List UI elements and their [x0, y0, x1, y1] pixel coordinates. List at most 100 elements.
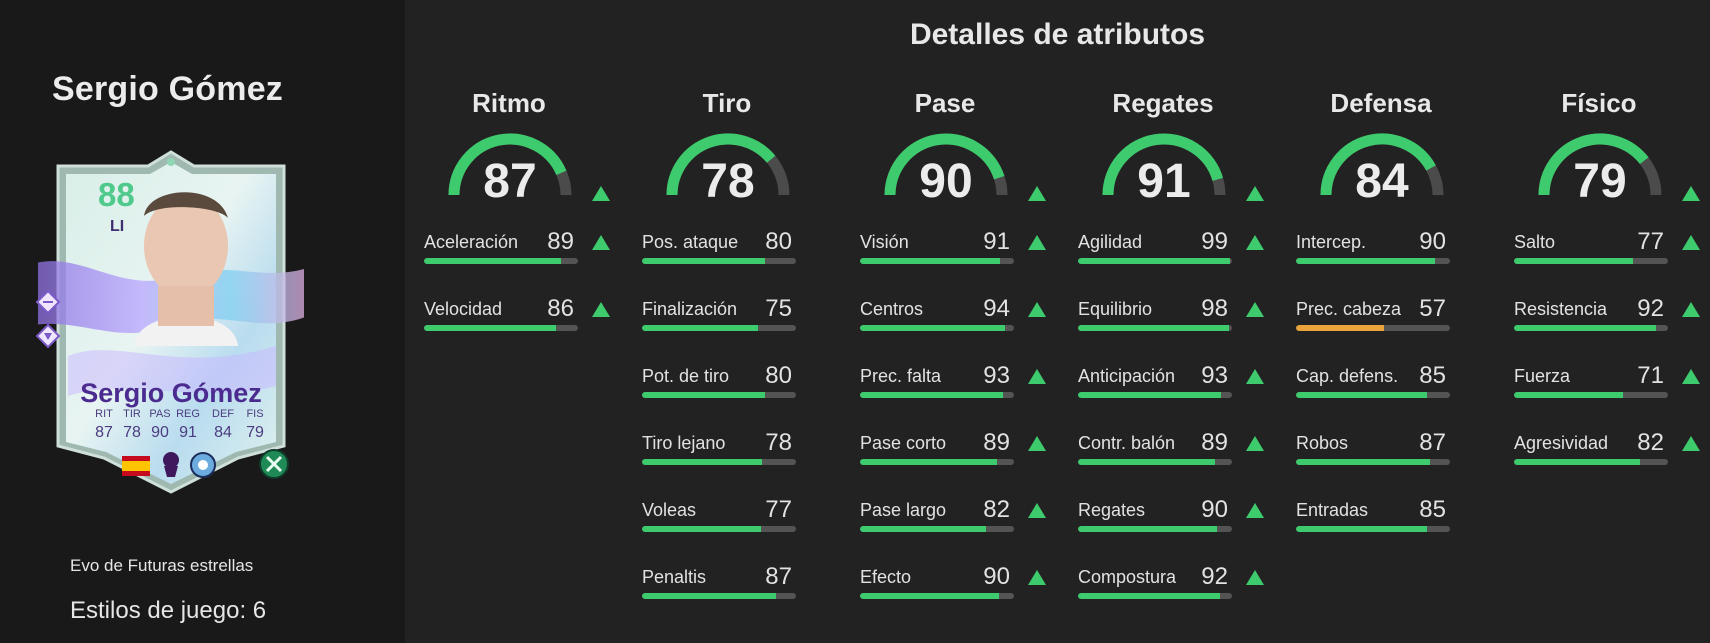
- up-arrow-icon: [592, 302, 610, 317]
- attribute-bar-track: [642, 258, 796, 264]
- gauge-fill: [1102, 133, 1224, 196]
- upgrade-arrow-icon: [1028, 503, 1046, 518]
- category-rating: 91: [1137, 155, 1191, 208]
- attribute-row[interactable]: Salto 77: [1514, 228, 1710, 272]
- gauge-fill: [448, 133, 567, 196]
- attribute-bar-track: [1078, 258, 1232, 264]
- attribute-value: 93: [983, 362, 1010, 389]
- category-rating: 78: [701, 155, 755, 208]
- attribute-row[interactable]: Compostura 92: [1078, 563, 1274, 607]
- attribute-value: 77: [765, 496, 792, 523]
- upgrade-arrow-icon: [1246, 436, 1264, 451]
- attribute-row[interactable]: Pase largo 82: [860, 496, 1056, 540]
- attribute-value: 91: [983, 228, 1010, 255]
- attribute-row[interactable]: Finalización 75: [642, 295, 838, 339]
- card-player-name: Sergio Gómez: [80, 378, 262, 408]
- up-arrow-icon: [1028, 186, 1046, 201]
- upgrade-arrow-icon: [1246, 570, 1264, 585]
- attribute-bar-track: [1514, 325, 1668, 331]
- attribute-value: 94: [983, 295, 1010, 322]
- attribute-bar-track: [860, 392, 1014, 398]
- attribute-value: 90: [1419, 228, 1446, 255]
- attribute-label: Visión: [860, 232, 909, 252]
- attribute-bar-fill: [1078, 258, 1231, 264]
- card-stat-value: 79: [246, 424, 264, 441]
- attribute-row[interactable]: Tiro lejano 78: [642, 429, 838, 473]
- attribute-bar-fill: [1296, 258, 1435, 264]
- card-stat-label: RIT: [95, 408, 113, 420]
- attribute-row[interactable]: Efecto 90: [860, 563, 1056, 607]
- attribute-label: Pos. ataque: [642, 232, 739, 252]
- player-card[interactable]: 88 LI Sergio Gómez RIT TIR PAS REG DEF F…: [35, 146, 304, 496]
- gauge-fill: [1538, 133, 1649, 196]
- up-arrow-icon: [1028, 503, 1046, 518]
- attribute-row[interactable]: Anticipación 93: [1078, 362, 1274, 406]
- attribute-label: Compostura: [1078, 567, 1177, 587]
- attribute-row[interactable]: Pase corto 89: [860, 429, 1056, 473]
- attribute-row[interactable]: Entradas 85: [1296, 496, 1492, 540]
- attribute-bar-track: [1078, 593, 1232, 599]
- attribute-bar-fill: [860, 526, 987, 532]
- attribute-bar-track: [1296, 258, 1450, 264]
- attribute-row[interactable]: Velocidad 86: [424, 295, 620, 339]
- attribute-row[interactable]: Intercep. 90: [1296, 228, 1492, 272]
- attribute-row[interactable]: Voleas 77: [642, 496, 838, 540]
- card-frame: [38, 150, 304, 494]
- attribute-row[interactable]: Equilibrio 98: [1078, 295, 1274, 339]
- attribute-row[interactable]: Prec. cabeza 57: [1296, 295, 1492, 339]
- playstyles-label[interactable]: Estilos de juego: 6: [70, 597, 267, 624]
- attribute-bar-track: [860, 593, 1014, 599]
- attribute-row[interactable]: Penaltis 87: [642, 563, 838, 607]
- attribute-bar-track: [1514, 459, 1668, 465]
- attribute-bar-track: [860, 459, 1014, 465]
- attribute-value: 93: [1201, 362, 1228, 389]
- attribute-value: 77: [1637, 228, 1664, 255]
- upgrade-arrow-icon: [1246, 235, 1264, 250]
- attribute-bar-track: [642, 459, 796, 465]
- attribute-row[interactable]: Centros 94: [860, 295, 1056, 339]
- attribute-value: 82: [1637, 429, 1664, 456]
- upgrade-arrow-icon: [592, 186, 610, 201]
- attribute-value: 87: [1419, 429, 1446, 456]
- attribute-row[interactable]: Robos 87: [1296, 429, 1492, 473]
- attribute-label: Regates: [1078, 500, 1146, 520]
- attribute-label: Fuerza: [1514, 366, 1571, 386]
- attribute-label: Aceleración: [424, 232, 519, 252]
- attribute-bar-fill: [860, 392, 1004, 398]
- attribute-row[interactable]: Agresividad 82: [1514, 429, 1710, 473]
- attribute-row[interactable]: Fuerza 71: [1514, 362, 1710, 406]
- attribute-value: 71: [1637, 362, 1664, 389]
- upgrade-arrow-icon: [1682, 302, 1700, 317]
- attribute-bar-track: [1514, 258, 1668, 264]
- attribute-bar-track: [642, 593, 796, 599]
- manchester-city-crest-icon: [190, 452, 216, 478]
- attribute-row[interactable]: Prec. falta 93: [860, 362, 1056, 406]
- player-name: Sergio Gómez: [52, 70, 284, 108]
- attribute-row[interactable]: Regates 90: [1078, 496, 1274, 540]
- upgrade-arrow-icon: [1028, 302, 1046, 317]
- attribute-bar-fill: [1078, 526, 1217, 532]
- attribute-row[interactable]: Resistencia 92: [1514, 295, 1710, 339]
- up-arrow-icon: [1246, 369, 1264, 384]
- attribute-row[interactable]: Pot. de tiro 80: [642, 362, 838, 406]
- card-stat-value: 84: [214, 424, 232, 441]
- attribute-bar-track: [1078, 392, 1232, 398]
- attribute-row[interactable]: Contr. balón 89: [1078, 429, 1274, 473]
- category-gauge: [1320, 133, 1444, 196]
- category-gauge: [1102, 133, 1226, 196]
- attribute-label: Centros: [860, 299, 924, 319]
- card-stat-label: DEF: [212, 408, 234, 420]
- attribute-label: Velocidad: [424, 299, 503, 319]
- attribute-row[interactable]: Visión 91: [860, 228, 1056, 272]
- attribute-row[interactable]: Cap. defens. 85: [1296, 362, 1492, 406]
- attribute-row[interactable]: Pos. ataque 80: [642, 228, 838, 272]
- spain-flag-icon: [122, 456, 150, 476]
- up-arrow-icon: [1028, 302, 1046, 317]
- attribute-row[interactable]: Agilidad 99: [1078, 228, 1274, 272]
- card-position: LI: [110, 218, 125, 235]
- attribute-label: Equilibrio: [1078, 299, 1153, 319]
- attribute-row[interactable]: Aceleración 89: [424, 228, 620, 272]
- attribute-bar-fill: [424, 258, 562, 264]
- attribute-bar-track: [1078, 526, 1232, 532]
- attribute-label: Resistencia: [1514, 299, 1608, 319]
